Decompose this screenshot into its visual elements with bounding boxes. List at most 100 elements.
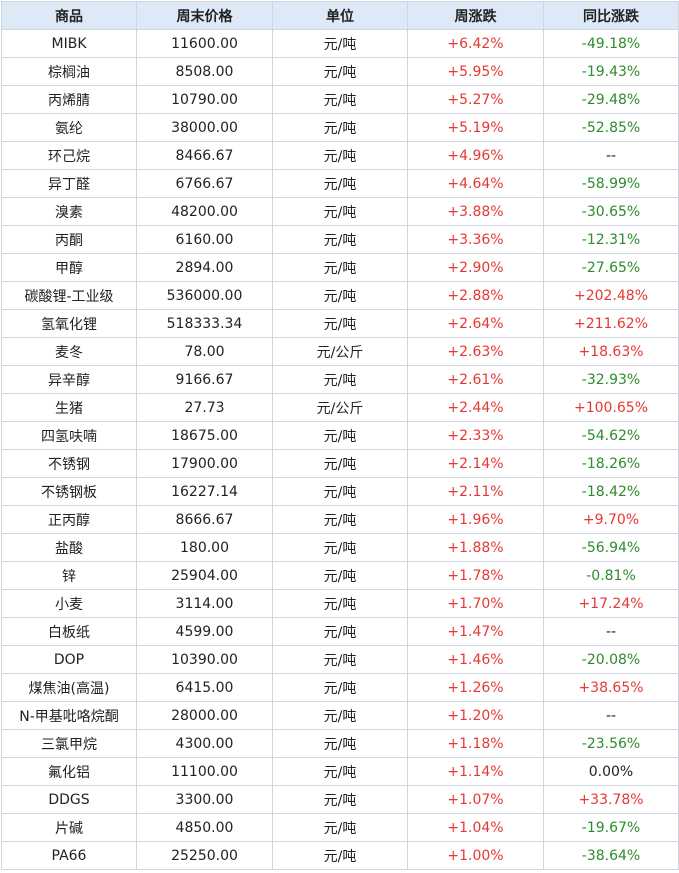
price-cell: 38000.00 xyxy=(136,113,273,142)
price-cell: 8466.67 xyxy=(136,141,273,170)
weekly-change-cell: +1.47% xyxy=(407,617,544,646)
yoy-change-cell: +38.65% xyxy=(543,673,679,702)
table-row: 氨纶 38000.00 元/吨 +5.19% -52.85% xyxy=(1,113,679,142)
unit-cell: 元/吨 xyxy=(272,449,408,478)
commodity-name-cell: 生猪 xyxy=(1,393,137,422)
table-row: 不锈钢板 16227.14 元/吨 +2.11% -18.42% xyxy=(1,477,679,506)
unit-cell: 元/吨 xyxy=(272,729,408,758)
commodity-name-cell: 白板纸 xyxy=(1,617,137,646)
header-row: 商品 周末价格 单位 周涨跌 同比涨跌 xyxy=(1,1,679,30)
unit-cell: 元/吨 xyxy=(272,57,408,86)
table-row: 小麦 3114.00 元/吨 +1.70% +17.24% xyxy=(1,589,679,618)
unit-cell: 元/公斤 xyxy=(272,393,408,422)
price-cell: 25904.00 xyxy=(136,561,273,590)
unit-cell: 元/吨 xyxy=(272,113,408,142)
table-row: 盐酸 180.00 元/吨 +1.88% -56.94% xyxy=(1,533,679,562)
table-row: DDGS 3300.00 元/吨 +1.07% +33.78% xyxy=(1,785,679,814)
weekly-change-cell: +5.95% xyxy=(407,57,544,86)
table-row: 溴素 48200.00 元/吨 +3.88% -30.65% xyxy=(1,197,679,226)
unit-cell: 元/公斤 xyxy=(272,337,408,366)
price-cell: 8666.67 xyxy=(136,505,273,534)
header-weekly-change[interactable]: 周涨跌 xyxy=(407,1,544,30)
weekly-change-cell: +3.36% xyxy=(407,225,544,254)
commodity-name-cell: 溴素 xyxy=(1,197,137,226)
yoy-change-cell: -29.48% xyxy=(543,85,679,114)
table-body: MIBK 11600.00 元/吨 +6.42% -49.18% 棕榈油 8508.00 元/… xyxy=(1,29,679,870)
yoy-change-cell: -20.08% xyxy=(543,645,679,674)
weekly-change-cell: +1.78% xyxy=(407,561,544,590)
yoy-change-cell: -38.64% xyxy=(543,841,679,870)
commodity-name-cell: 煤焦油(高温) xyxy=(1,673,137,702)
table-row: 锌 25904.00 元/吨 +1.78% -0.81% xyxy=(1,561,679,590)
unit-cell: 元/吨 xyxy=(272,281,408,310)
table-row: 生猪 27.73 元/公斤 +2.44% +100.65% xyxy=(1,393,679,422)
header-yoy-change[interactable]: 同比涨跌 xyxy=(543,1,679,30)
yoy-change-cell: +211.62% xyxy=(543,309,679,338)
weekly-change-cell: +2.63% xyxy=(407,337,544,366)
table-row: 碳酸锂-工业级 536000.00 元/吨 +2.88% +202.48% xyxy=(1,281,679,310)
price-cell: 6415.00 xyxy=(136,673,273,702)
table-row: 棕榈油 8508.00 元/吨 +5.95% -19.43% xyxy=(1,57,679,86)
yoy-change-cell: -- xyxy=(543,141,679,170)
weekly-change-cell: +1.00% xyxy=(407,841,544,870)
unit-cell: 元/吨 xyxy=(272,309,408,338)
unit-cell: 元/吨 xyxy=(272,561,408,590)
yoy-change-cell: -19.43% xyxy=(543,57,679,86)
weekly-change-cell: +3.88% xyxy=(407,197,544,226)
unit-cell: 元/吨 xyxy=(272,85,408,114)
yoy-change-cell: 0.00% xyxy=(543,757,679,786)
commodity-name-cell: 四氢呋喃 xyxy=(1,421,137,450)
unit-cell: 元/吨 xyxy=(272,421,408,450)
header-weekend-price[interactable]: 周末价格 xyxy=(136,1,273,30)
table-row: 正丙醇 8666.67 元/吨 +1.96% +9.70% xyxy=(1,505,679,534)
price-cell: 4599.00 xyxy=(136,617,273,646)
header-unit[interactable]: 单位 xyxy=(272,1,408,30)
commodity-name-cell: DOP xyxy=(1,645,137,674)
price-cell: 78.00 xyxy=(136,337,273,366)
table-row: 环己烷 8466.67 元/吨 +4.96% -- xyxy=(1,141,679,170)
weekly-change-cell: +2.44% xyxy=(407,393,544,422)
header-commodity[interactable]: 商品 xyxy=(1,1,137,30)
commodity-name-cell: 正丙醇 xyxy=(1,505,137,534)
table-header: 商品 周末价格 单位 周涨跌 同比涨跌 xyxy=(1,1,679,30)
commodity-name-cell: 氢氧化锂 xyxy=(1,309,137,338)
weekly-change-cell: +1.18% xyxy=(407,729,544,758)
table-row: 片碱 4850.00 元/吨 +1.04% -19.67% xyxy=(1,813,679,842)
unit-cell: 元/吨 xyxy=(272,365,408,394)
weekly-change-cell: +4.64% xyxy=(407,169,544,198)
commodity-name-cell: 氨纶 xyxy=(1,113,137,142)
yoy-change-cell: +17.24% xyxy=(543,589,679,618)
commodity-name-cell: 异丁醛 xyxy=(1,169,137,198)
unit-cell: 元/吨 xyxy=(272,477,408,506)
price-cell: 3114.00 xyxy=(136,589,273,618)
commodity-name-cell: 碳酸锂-工业级 xyxy=(1,281,137,310)
commodity-name-cell: 丙酮 xyxy=(1,225,137,254)
table-row: 四氢呋喃 18675.00 元/吨 +2.33% -54.62% xyxy=(1,421,679,450)
commodity-name-cell: 三氯甲烷 xyxy=(1,729,137,758)
price-cell: 16227.14 xyxy=(136,477,273,506)
table-row: N-甲基吡咯烷酮 28000.00 元/吨 +1.20% -- xyxy=(1,701,679,730)
commodity-name-cell: MIBK xyxy=(1,29,137,58)
commodity-name-cell: N-甲基吡咯烷酮 xyxy=(1,701,137,730)
weekly-change-cell: +1.70% xyxy=(407,589,544,618)
yoy-change-cell: -- xyxy=(543,701,679,730)
weekly-change-cell: +2.33% xyxy=(407,421,544,450)
table-row: 甲醇 2894.00 元/吨 +2.90% -27.65% xyxy=(1,253,679,282)
weekly-change-cell: +6.42% xyxy=(407,29,544,58)
commodity-name-cell: PA66 xyxy=(1,841,137,870)
table-row: 氢氧化锂 518333.34 元/吨 +2.64% +211.62% xyxy=(1,309,679,338)
price-cell: 11600.00 xyxy=(136,29,273,58)
table-row: 麦冬 78.00 元/公斤 +2.63% +18.63% xyxy=(1,337,679,366)
price-cell: 6160.00 xyxy=(136,225,273,254)
price-cell: 48200.00 xyxy=(136,197,273,226)
yoy-change-cell: -23.56% xyxy=(543,729,679,758)
unit-cell: 元/吨 xyxy=(272,785,408,814)
yoy-change-cell: -30.65% xyxy=(543,197,679,226)
commodity-name-cell: 氟化铝 xyxy=(1,757,137,786)
yoy-change-cell: -54.62% xyxy=(543,421,679,450)
unit-cell: 元/吨 xyxy=(272,673,408,702)
price-cell: 9166.67 xyxy=(136,365,273,394)
weekly-change-cell: +1.14% xyxy=(407,757,544,786)
price-cell: 17900.00 xyxy=(136,449,273,478)
